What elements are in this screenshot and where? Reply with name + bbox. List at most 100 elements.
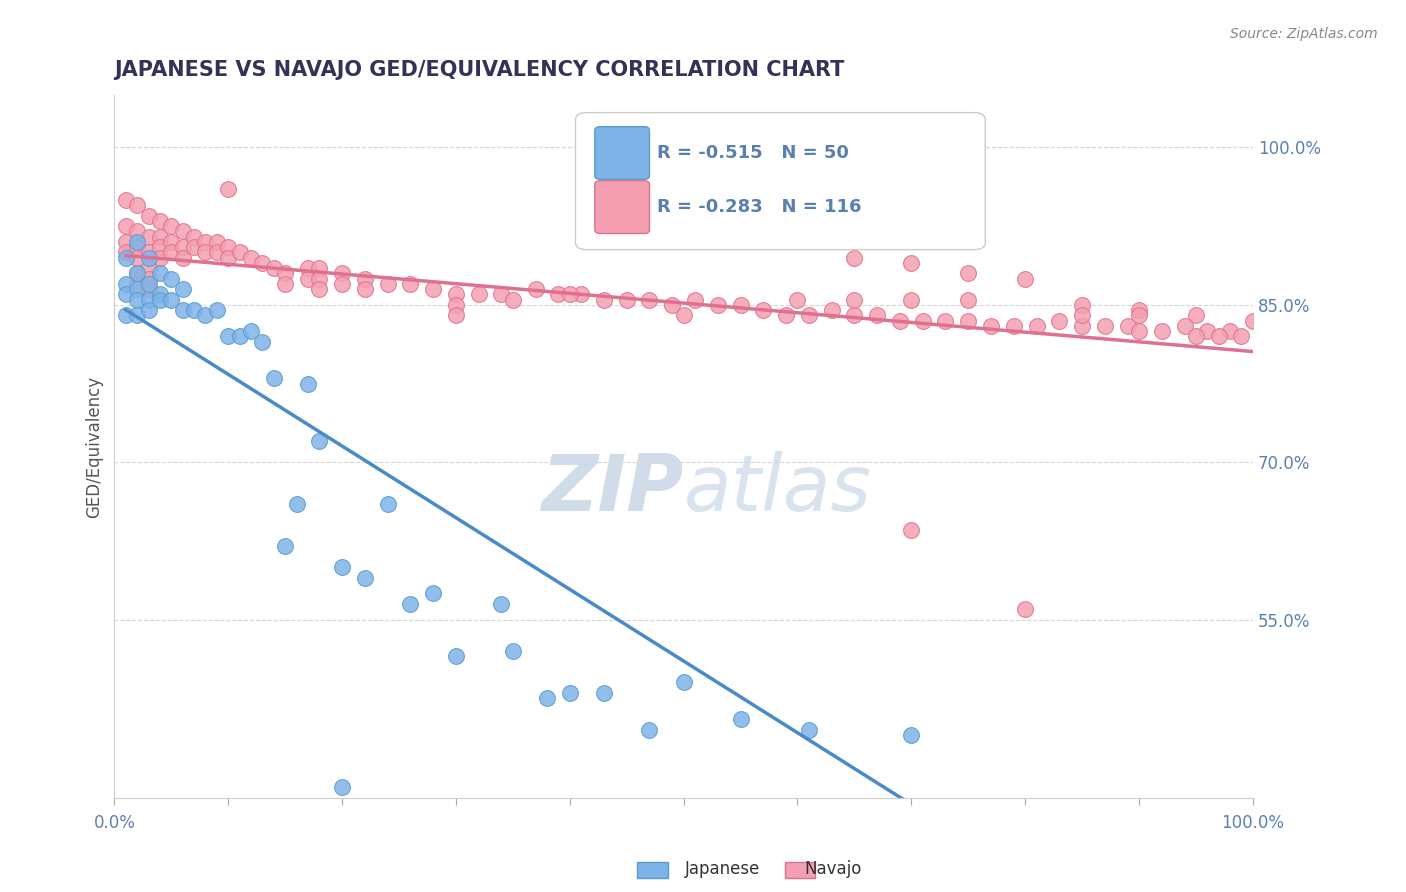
Point bbox=[616, 293, 638, 307]
Text: Japanese: Japanese bbox=[685, 860, 761, 878]
Point bbox=[114, 277, 136, 291]
Text: 0.0%: 0.0% bbox=[93, 814, 135, 832]
Point bbox=[730, 298, 752, 312]
Point bbox=[308, 282, 330, 296]
Point bbox=[1025, 318, 1047, 333]
Point bbox=[160, 245, 183, 260]
Point bbox=[183, 240, 205, 254]
Point bbox=[138, 277, 160, 291]
Point bbox=[957, 266, 980, 280]
Point bbox=[330, 277, 353, 291]
Point bbox=[444, 309, 467, 323]
Point bbox=[149, 251, 172, 265]
Point bbox=[160, 271, 183, 285]
Point bbox=[1241, 313, 1264, 327]
Point bbox=[444, 298, 467, 312]
Point bbox=[194, 245, 217, 260]
Point bbox=[127, 251, 149, 265]
Point bbox=[820, 303, 842, 318]
Point bbox=[900, 293, 922, 307]
Point bbox=[900, 524, 922, 538]
Point bbox=[1150, 324, 1173, 338]
Point bbox=[172, 282, 194, 296]
Point bbox=[1128, 303, 1150, 318]
Point bbox=[330, 780, 353, 795]
Point bbox=[422, 586, 444, 600]
Point bbox=[354, 271, 377, 285]
Point bbox=[228, 245, 250, 260]
Point bbox=[138, 261, 160, 276]
Point bbox=[217, 329, 239, 343]
Point bbox=[138, 293, 160, 307]
Point bbox=[330, 560, 353, 574]
Point bbox=[160, 219, 183, 234]
Point bbox=[114, 287, 136, 301]
Point bbox=[114, 251, 136, 265]
Point bbox=[240, 324, 263, 338]
Point bbox=[354, 282, 377, 296]
Point bbox=[205, 245, 228, 260]
Point bbox=[444, 649, 467, 664]
Point bbox=[558, 287, 581, 301]
Point bbox=[183, 303, 205, 318]
Point bbox=[194, 309, 217, 323]
Text: atlas: atlas bbox=[683, 450, 872, 526]
Point bbox=[127, 235, 149, 249]
Point bbox=[138, 209, 160, 223]
Point bbox=[707, 298, 730, 312]
Point bbox=[205, 235, 228, 249]
Point bbox=[844, 251, 866, 265]
Point bbox=[889, 313, 911, 327]
Point bbox=[491, 597, 513, 611]
Point bbox=[274, 277, 297, 291]
Point bbox=[172, 251, 194, 265]
Point bbox=[149, 287, 172, 301]
Point bbox=[502, 293, 524, 307]
Point bbox=[569, 287, 592, 301]
FancyBboxPatch shape bbox=[595, 181, 650, 234]
Point bbox=[1128, 324, 1150, 338]
Point bbox=[1071, 309, 1094, 323]
Point bbox=[844, 309, 866, 323]
Point bbox=[547, 287, 569, 301]
Point bbox=[114, 193, 136, 207]
Point bbox=[172, 224, 194, 238]
Point bbox=[1094, 318, 1116, 333]
Point bbox=[194, 235, 217, 249]
Point bbox=[138, 303, 160, 318]
Text: R = -0.283   N = 116: R = -0.283 N = 116 bbox=[658, 199, 862, 217]
Point bbox=[127, 293, 149, 307]
Point bbox=[844, 293, 866, 307]
Point bbox=[786, 214, 808, 228]
Point bbox=[797, 309, 820, 323]
Y-axis label: GED/Equivalency: GED/Equivalency bbox=[86, 376, 103, 517]
Point bbox=[149, 240, 172, 254]
Point bbox=[160, 235, 183, 249]
Point bbox=[502, 644, 524, 658]
Point bbox=[127, 266, 149, 280]
Point bbox=[1002, 318, 1025, 333]
Point bbox=[672, 675, 695, 690]
Point bbox=[330, 266, 353, 280]
Point bbox=[138, 229, 160, 244]
Point bbox=[1197, 324, 1219, 338]
Point bbox=[127, 309, 149, 323]
Point bbox=[114, 219, 136, 234]
Point bbox=[127, 240, 149, 254]
Point bbox=[752, 303, 775, 318]
Point bbox=[1014, 271, 1036, 285]
Point bbox=[1014, 602, 1036, 616]
Point bbox=[149, 229, 172, 244]
Point bbox=[1071, 298, 1094, 312]
Point bbox=[205, 303, 228, 318]
Text: 100.0%: 100.0% bbox=[1222, 814, 1284, 832]
Point bbox=[274, 266, 297, 280]
Point bbox=[1173, 318, 1195, 333]
Point bbox=[377, 277, 399, 291]
Point bbox=[308, 271, 330, 285]
Point bbox=[1116, 318, 1139, 333]
Point bbox=[558, 686, 581, 700]
Point bbox=[308, 434, 330, 449]
Point bbox=[900, 728, 922, 742]
Point bbox=[1185, 329, 1208, 343]
